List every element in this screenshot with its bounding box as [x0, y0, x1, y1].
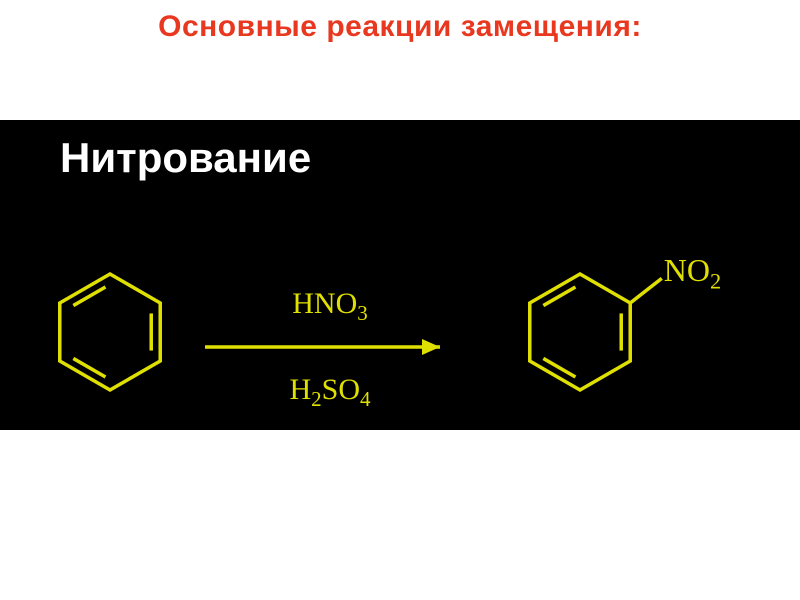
reactant-benzene — [40, 252, 180, 417]
reaction-arrow-block: HNO3 H2SO4 — [200, 287, 460, 412]
page-title: Основные реакции замещения: — [0, 0, 800, 44]
reaction-panel: Нитрование HNO3 H2SO4 NO2 — [0, 120, 800, 430]
reaction-row: HNO3 H2SO4 NO2 — [0, 182, 800, 402]
reaction-subtitle: Нитрование — [0, 120, 800, 182]
reaction-arrow — [200, 332, 460, 362]
benzene-ring-svg — [40, 252, 180, 412]
reagent-bottom: H2SO4 — [200, 373, 460, 412]
substituent-label: NO2 — [664, 252, 721, 294]
nitrobenzene-svg — [500, 222, 760, 412]
product-nitrobenzene: NO2 — [500, 222, 760, 417]
reagent-top: HNO3 — [200, 287, 460, 326]
